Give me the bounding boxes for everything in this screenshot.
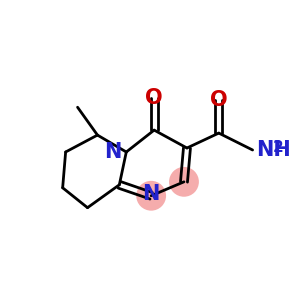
Circle shape xyxy=(136,181,166,211)
Text: 2: 2 xyxy=(273,140,284,154)
Text: N: N xyxy=(142,184,160,204)
Text: N: N xyxy=(104,142,121,162)
Text: O: O xyxy=(145,88,163,108)
Circle shape xyxy=(169,167,199,197)
Text: NH: NH xyxy=(256,140,291,160)
Text: O: O xyxy=(210,90,228,110)
